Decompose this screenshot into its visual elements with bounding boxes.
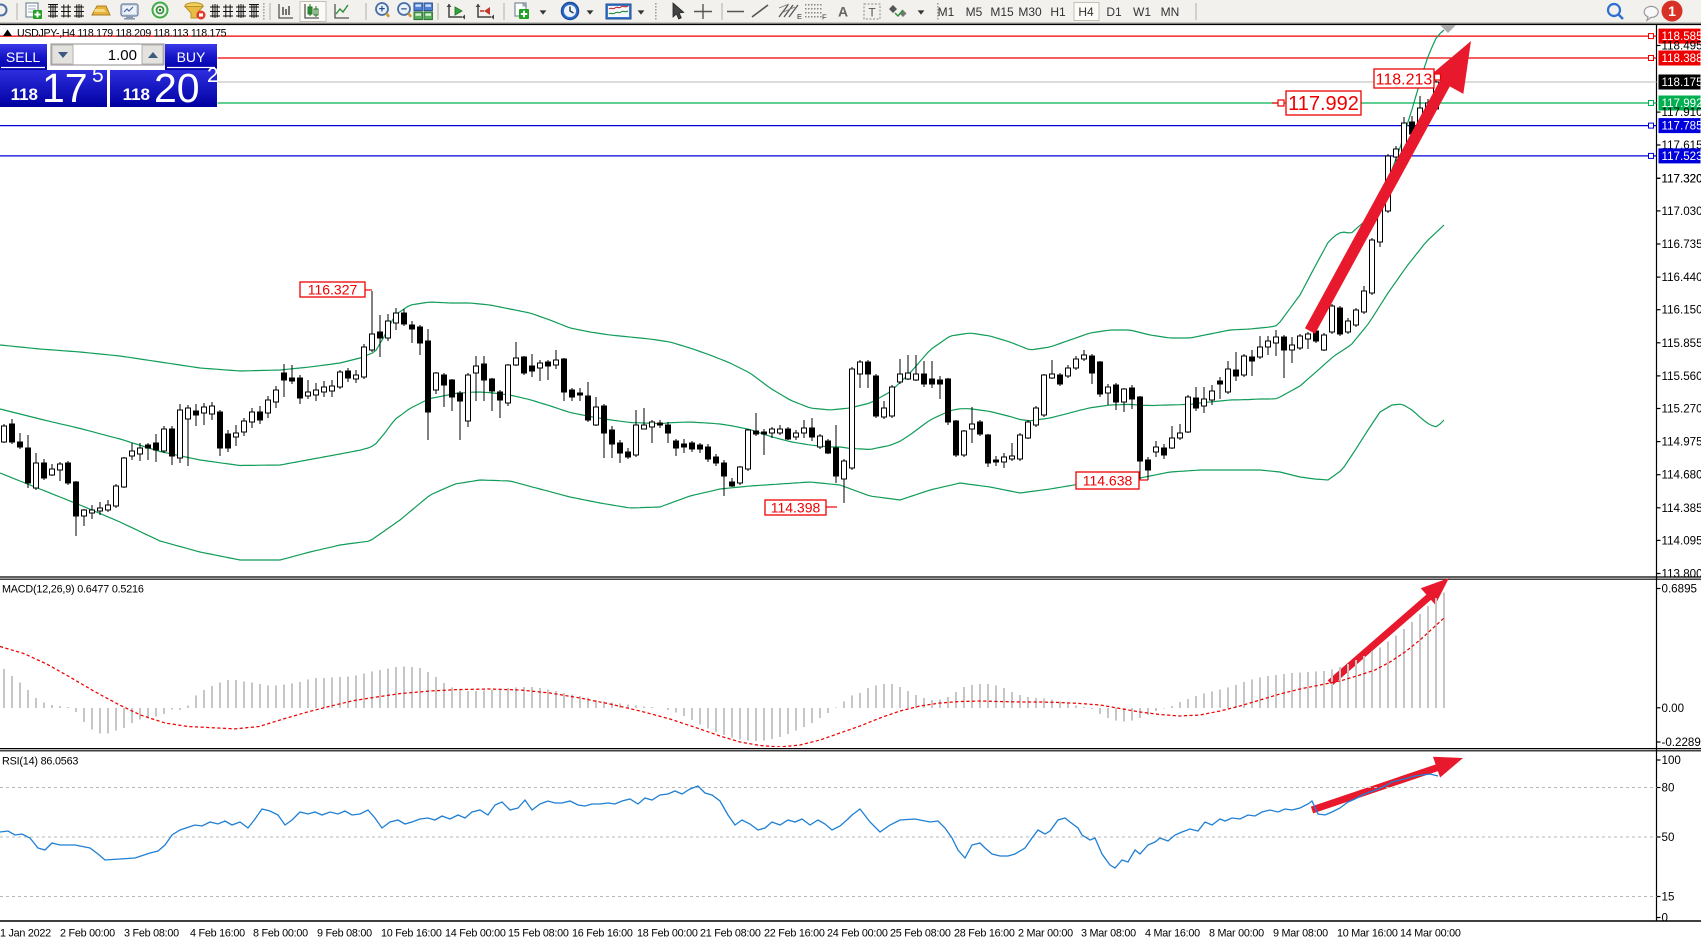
svg-text:3 Mar 08:00: 3 Mar 08:00 [1081,928,1136,940]
svg-text:W1: W1 [1133,5,1151,19]
svg-text:2 Feb 00:00: 2 Feb 00:00 [60,928,115,940]
svg-text:22 Feb 16:00: 22 Feb 16:00 [764,928,825,940]
svg-text:BUY: BUY [177,49,206,65]
svg-text:17: 17 [42,65,88,111]
svg-text:5: 5 [92,64,104,87]
svg-text:117.320: 117.320 [1662,172,1701,185]
svg-text:114.975: 114.975 [1662,436,1701,449]
svg-text:117.910: 117.910 [1662,106,1701,119]
svg-text:M30: M30 [1018,5,1042,19]
svg-text:25 Feb 08:00: 25 Feb 08:00 [890,928,951,940]
svg-text:116.150: 116.150 [1662,304,1701,317]
svg-text:1.00: 1.00 [108,47,137,64]
svg-text:M5: M5 [966,5,983,19]
svg-text:118: 118 [123,85,150,104]
svg-text:9 Mar 08:00: 9 Mar 08:00 [1273,928,1328,940]
svg-text:115.855: 115.855 [1662,337,1701,350]
svg-text:SELL: SELL [6,49,40,65]
svg-text:117.523: 117.523 [1662,150,1701,163]
svg-text:9 Feb 08:00: 9 Feb 08:00 [317,928,372,940]
svg-text:21 Feb 08:00: 21 Feb 08:00 [700,928,761,940]
svg-text:10 Feb 16:00: 10 Feb 16:00 [381,928,442,940]
svg-text:118.388: 118.388 [1662,52,1701,65]
svg-text:8 Mar 00:00: 8 Mar 00:00 [1209,928,1264,940]
svg-text:114.680: 114.680 [1662,469,1701,482]
svg-text:117.785: 117.785 [1662,120,1701,133]
svg-text:T: T [868,6,876,20]
svg-text:0.00: 0.00 [1662,702,1685,715]
svg-text:RSI(14) 86.0563: RSI(14) 86.0563 [2,756,78,768]
svg-text:100: 100 [1662,754,1681,767]
svg-text:118: 118 [11,85,38,104]
svg-text:A: A [838,4,848,20]
svg-text:M15: M15 [990,5,1014,19]
svg-text:117.320: 117.320 [1662,172,1701,185]
svg-text:4 Mar 16:00: 4 Mar 16:00 [1145,928,1200,940]
svg-text:24 Feb 00:00: 24 Feb 00:00 [827,928,888,940]
svg-text:116.735: 116.735 [1662,238,1701,251]
svg-text:8 Feb 00:00: 8 Feb 00:00 [253,928,308,940]
svg-text:28 Feb 16:00: 28 Feb 16:00 [954,928,1015,940]
svg-text:1 Jan 2022: 1 Jan 2022 [0,928,51,940]
svg-text:10 Mar 16:00: 10 Mar 16:00 [1337,928,1398,940]
svg-text:F: F [822,13,827,22]
svg-text:14 Feb 00:00: 14 Feb 00:00 [445,928,506,940]
svg-text:18 Feb 00:00: 18 Feb 00:00 [637,928,698,940]
svg-text:114.385: 114.385 [1662,502,1701,515]
svg-text:0: 0 [1662,912,1668,925]
svg-text:116.440: 116.440 [1662,271,1701,284]
svg-text:+: + [379,4,385,16]
svg-text:50: 50 [1662,831,1675,844]
svg-text:-0.2289: -0.2289 [1662,736,1701,749]
svg-text:114.398: 114.398 [771,500,821,516]
svg-text:2 Mar 00:00: 2 Mar 00:00 [1018,928,1073,940]
svg-text:117.030: 117.030 [1662,205,1701,218]
svg-text:113.800: 113.800 [1662,568,1701,581]
svg-text:D1: D1 [1106,5,1122,19]
svg-text:114.095: 114.095 [1662,534,1701,547]
svg-text:H1: H1 [1050,5,1066,19]
svg-text:1: 1 [1668,3,1676,19]
svg-text:−: − [401,4,407,16]
svg-text:116.327: 116.327 [308,282,358,298]
svg-text:M1: M1 [938,5,955,19]
svg-text:118.495: 118.495 [1662,40,1701,53]
svg-text:117.992: 117.992 [1662,97,1701,110]
svg-text:USDJPY-,H4 118.179 118.209 11: USDJPY-,H4 118.179 118.209 118.113 118.1… [17,28,227,40]
svg-text:MN: MN [1161,5,1180,19]
svg-text:117.992: 117.992 [1288,93,1359,115]
svg-text:15: 15 [1662,891,1675,904]
svg-text:118.175: 118.175 [1662,76,1701,89]
svg-text:20: 20 [154,65,200,111]
svg-text:118.585: 118.585 [1662,30,1701,43]
svg-text:2: 2 [207,64,219,87]
svg-text:4 Feb 16:00: 4 Feb 16:00 [190,928,245,940]
svg-text:MACD(12,26,9) 0.6477 0.5216: MACD(12,26,9) 0.6477 0.5216 [2,584,144,596]
svg-text:114.638: 114.638 [1083,473,1133,489]
svg-text:15 Feb 08:00: 15 Feb 08:00 [508,928,569,940]
svg-text:H4: H4 [1078,5,1094,19]
svg-text:0.6895: 0.6895 [1662,583,1697,596]
svg-text:80: 80 [1662,782,1675,795]
svg-text:3 Feb 08:00: 3 Feb 08:00 [124,928,179,940]
svg-text:115.560: 115.560 [1662,370,1701,383]
svg-text:118.213: 118.213 [1376,71,1433,88]
svg-text:16 Feb 16:00: 16 Feb 16:00 [572,928,633,940]
svg-text:14 Mar 00:00: 14 Mar 00:00 [1400,928,1461,940]
svg-text:E: E [797,12,802,21]
svg-text:115.270: 115.270 [1662,403,1701,416]
